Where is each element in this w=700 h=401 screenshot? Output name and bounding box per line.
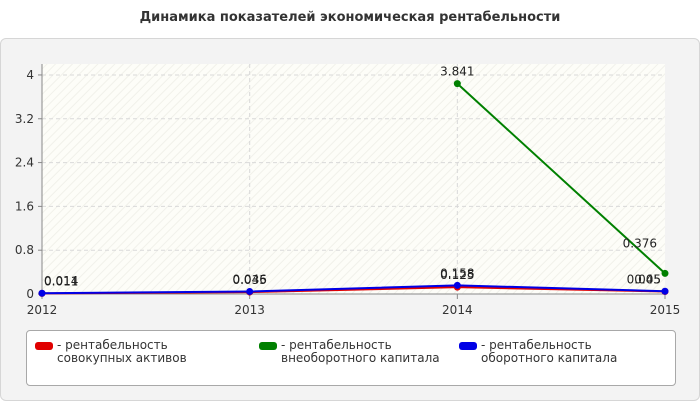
y-tick-label: 0 [26,287,34,301]
data-point [38,289,46,297]
data-label: 0.011 [44,274,78,288]
y-tick-label: 0.8 [15,243,34,257]
data-labels: 0.011 0.035 0.125 0.045 3.841 0.376 0.014 0.046… [44,65,661,289]
legend-swatch-working-capital [459,342,477,350]
legend-item-total-assets: - рентабельность совокупных активов [35,339,232,365]
y-tick-label: 2.4 [15,156,34,170]
data-label: 0.035 [232,273,266,287]
data-label: 0.014 [44,274,78,288]
x-tick-label: 2012 [27,303,58,317]
y-tick-label: 4 [26,68,34,82]
y-tick-label: 1.6 [15,199,34,213]
data-label: 0.376 [623,236,657,250]
data-label: 0.05 [634,272,661,286]
legend-label-total-assets: - рентабельность совокупных активов [57,338,187,365]
data-point [661,269,669,277]
chart-title: Динамика показателей экономическая рента… [139,10,561,25]
legend-item-working-capital: - рентабельность оборотного капитала [459,339,656,365]
legend-swatch-total-assets [35,342,53,350]
legend-label-fixed-capital: - рентабельность внеоборотного капитала [281,338,440,365]
x-tick-label: 2013 [234,303,265,317]
legend-swatch-fixed-capital [259,342,277,350]
plot-area-hatch [42,64,665,294]
data-label: 3.841 [440,65,474,79]
legend-item-fixed-capital: - рентабельность внеоборотного капитала [259,339,456,365]
x-tick-label: 2014 [442,303,473,317]
data-point [453,281,461,289]
series-layer [38,80,669,297]
series-line [456,82,666,275]
data-label: 0.125 [440,268,474,282]
data-point [661,287,669,295]
y-tick-label: 3.2 [15,112,34,126]
series-line [41,284,666,295]
data-label: 0.046 [232,272,266,286]
data-point [453,80,461,88]
grid-lines [42,64,665,294]
data-point [246,287,254,295]
tick-labels: 0 0.8 1.6 2.4 3.2 4 2012 2013 2014 2015 [15,68,680,317]
chart-legend: - рентабельность совокупных активов - ре… [26,330,676,386]
data-label: 0.158 [440,266,474,280]
x-tick-label: 2015 [650,303,681,317]
legend-label-working-capital: - рентабельность оборотного капитала [481,338,618,365]
data-label: 0.045 [627,273,661,287]
